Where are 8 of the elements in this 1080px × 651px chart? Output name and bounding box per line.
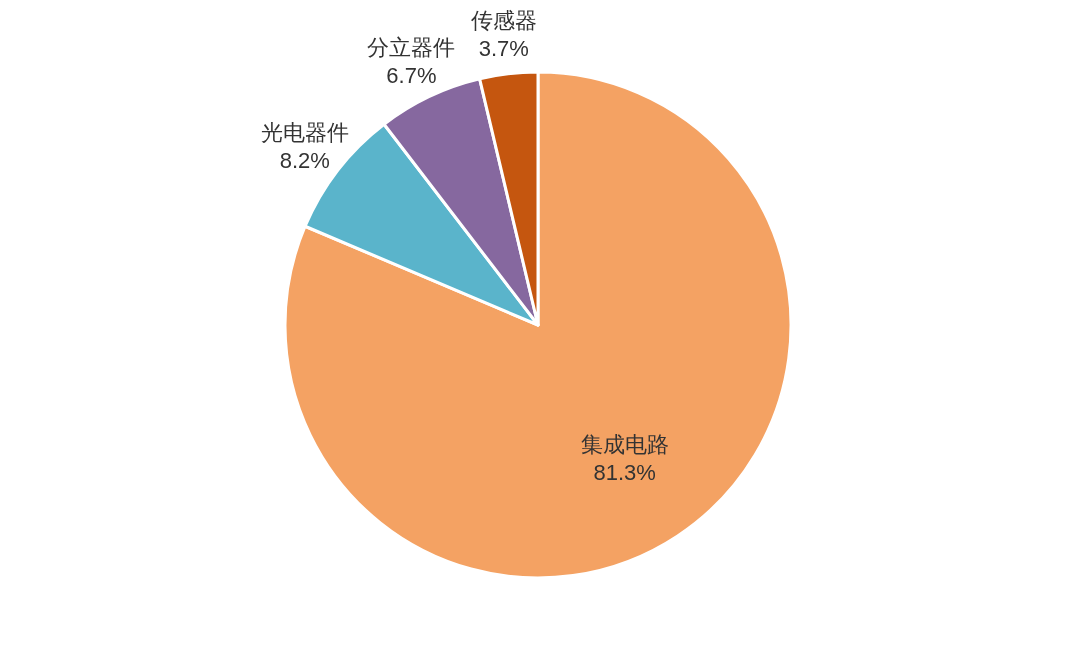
- slice-label: 集成电路: [580, 431, 669, 457]
- data-label: 6.7%: [386, 62, 437, 88]
- data-label: 8.2%: [279, 148, 330, 174]
- slice-label: 光电器件: [260, 120, 349, 146]
- data-label: 81.3%: [593, 459, 656, 485]
- slice-label: 传感器: [470, 7, 537, 33]
- data-label: 3.7%: [478, 35, 529, 61]
- slice-label: 分立器件: [367, 34, 456, 60]
